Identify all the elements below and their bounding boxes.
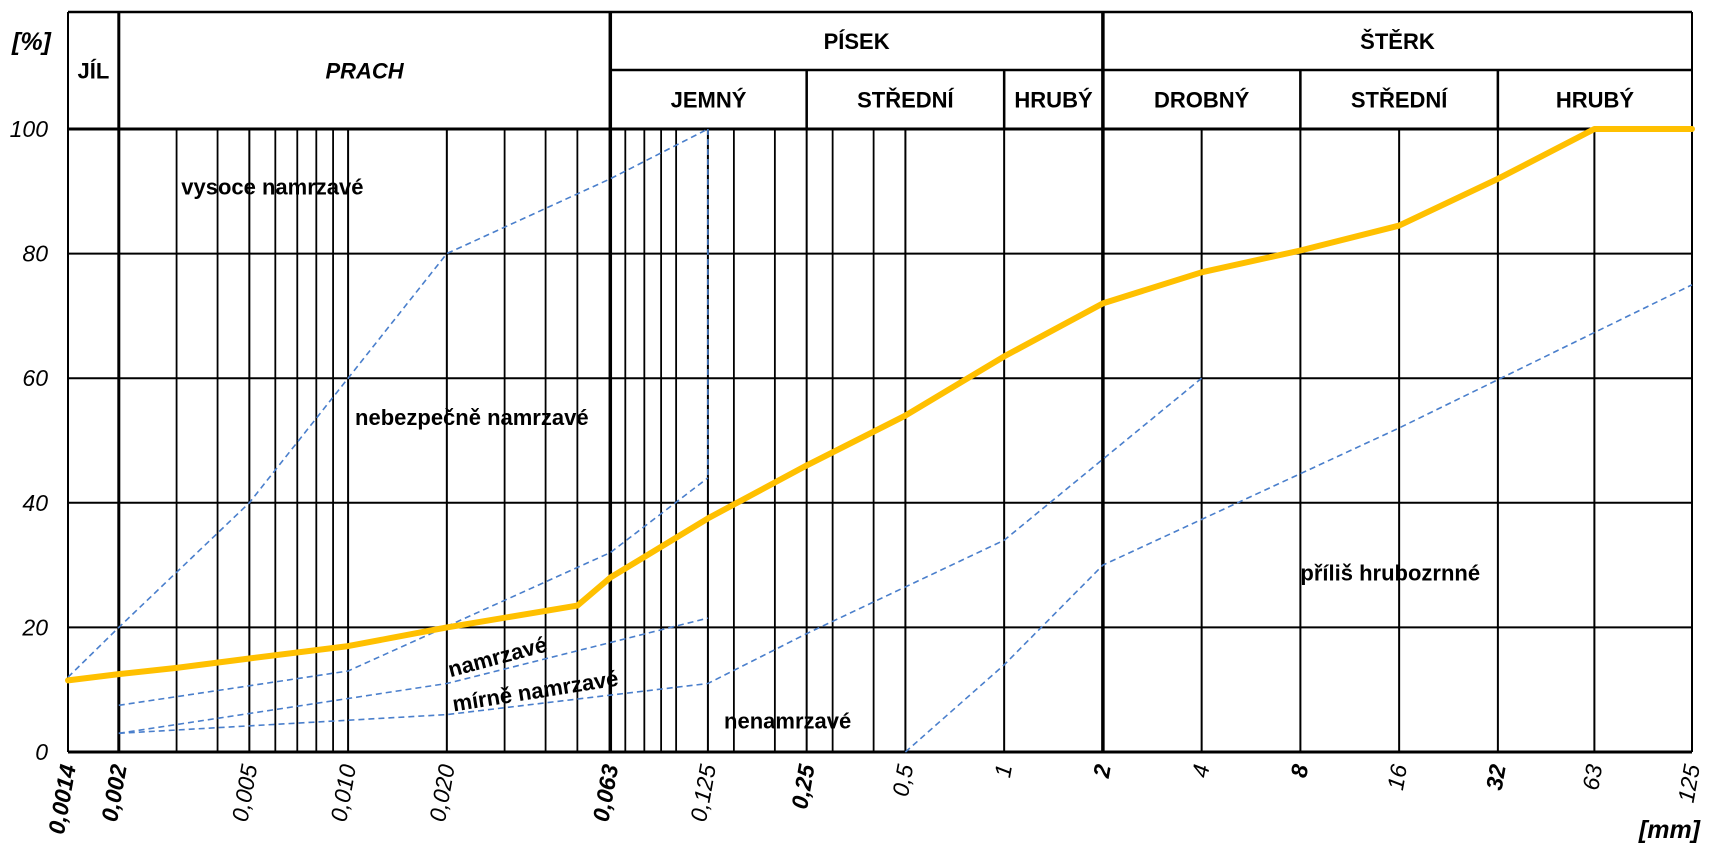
plot-grid — [67, 12, 1693, 754]
header-group-2: PÍSEK — [824, 29, 890, 54]
header-subgroup-1: STŘEDNÍ — [857, 88, 954, 113]
x-tick-label-13: 16 — [1382, 762, 1412, 792]
y-axis-label: [%] — [11, 28, 53, 56]
frost-limit-curves — [67, 128, 1693, 753]
y-tick-label-5: 100 — [10, 116, 49, 142]
header-subgroup-3: DROBNÝ — [1154, 88, 1250, 113]
header-subgroup-5: HRUBÝ — [1556, 88, 1635, 113]
y-tick-label-3: 60 — [22, 365, 48, 391]
x-tick-label-15: 63 — [1577, 762, 1607, 792]
y-tick-label-2: 40 — [22, 490, 48, 516]
x-tick-label-0: 0,0014 — [43, 762, 81, 836]
y-tick-label-4: 80 — [22, 241, 48, 267]
x-tick-label-1: 0,002 — [96, 762, 132, 823]
y-tick-label-0: 0 — [35, 739, 48, 765]
x-tick-label-10: 2 — [1088, 762, 1116, 780]
header-group-3: ŠTĚRK — [1360, 29, 1435, 54]
axis-ticks: 0 20 40 60 80 100 0,0014 0,002 0,005 0,010 0,020 0,… — [10, 116, 1705, 836]
zone-label-2: namrzavé — [445, 632, 550, 682]
header-subgroup-4: STŘEDNÍ — [1351, 88, 1448, 113]
limit-curve-4 — [118, 377, 1203, 735]
x-tick-label-6: 0,125 — [685, 762, 721, 823]
header-group-1: PRACH — [325, 59, 404, 84]
zone-label-5: příliš hrubozrnné — [1300, 561, 1480, 586]
grading-curves — [65, 126, 1695, 684]
limit-curve-2 — [118, 477, 709, 707]
zone-label-0: vysoce namrzavé — [181, 174, 363, 199]
x-tick-label-7: 0,25 — [786, 761, 820, 811]
zone-label-1: nebezpečně namrzavé — [355, 405, 589, 430]
grading-curve-0 — [65, 126, 1695, 684]
x-tick-label-16: 125 — [1673, 762, 1705, 805]
x-tick-label-8: 0,5 — [887, 762, 918, 798]
x-tick-label-2: 0,005 — [227, 762, 263, 823]
y-tick-label-1: 20 — [21, 614, 48, 640]
x-tick-label-4: 0,020 — [424, 762, 460, 823]
x-tick-label-3: 0,010 — [325, 762, 361, 823]
limit-curve-3 — [118, 617, 709, 735]
x-tick-label-12: 8 — [1285, 762, 1313, 779]
x-tick-label-11: 4 — [1187, 762, 1215, 779]
x-tick-label-9: 1 — [989, 762, 1017, 779]
header-subgroup-2: HRUBÝ — [1014, 88, 1093, 113]
header-subgroup-0: JEMNÝ — [671, 88, 747, 113]
header-band: JÍL PRACH PÍSEK ŠTĚRK JEMNÝ STŘEDNÍ HRUBÝ DROBN… — [68, 10, 1692, 129]
zone-label-4: nenamrzavé — [724, 708, 851, 733]
header-group-0: JÍL — [78, 59, 110, 84]
x-tick-label-5: 0,063 — [588, 762, 624, 823]
x-axis-label: [mm] — [1638, 816, 1702, 844]
x-tick-label-14: 32 — [1481, 762, 1511, 792]
limit-curve-5 — [904, 284, 1693, 753]
limit-curve-0 — [67, 128, 709, 678]
